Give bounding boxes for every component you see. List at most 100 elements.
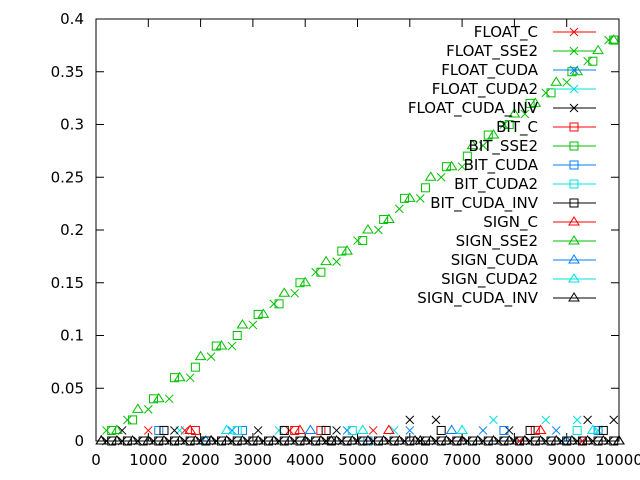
data-point xyxy=(142,435,155,445)
data-point xyxy=(184,424,197,434)
data-point xyxy=(259,436,268,446)
data-point xyxy=(353,436,362,446)
data-point xyxy=(489,415,498,425)
data-point xyxy=(597,435,610,445)
x-tick-label: 8000 xyxy=(495,451,533,469)
data-point xyxy=(279,436,289,446)
data-point xyxy=(236,435,249,445)
data-point xyxy=(613,435,625,445)
data-point xyxy=(572,425,582,435)
x-tick-label: 3000 xyxy=(234,451,272,469)
data-point xyxy=(362,224,374,234)
data-point xyxy=(546,436,556,446)
data-point xyxy=(572,436,582,446)
data-point xyxy=(530,425,540,435)
data-point xyxy=(572,415,582,425)
data-point xyxy=(546,88,556,98)
legend-label: SIGN_CUDA2 xyxy=(441,270,538,289)
data-point xyxy=(436,436,446,446)
data-point xyxy=(236,319,249,329)
series-bit-cuda xyxy=(154,425,603,446)
y-tick-label: 0.2 xyxy=(60,221,84,239)
legend-marker xyxy=(568,216,580,226)
data-point xyxy=(290,436,300,446)
data-point xyxy=(232,331,242,340)
legend-label: SIGN_SSE2 xyxy=(456,232,538,251)
data-point xyxy=(483,130,493,140)
data-point xyxy=(436,425,446,435)
data-point xyxy=(290,425,300,435)
data-point xyxy=(173,435,186,445)
legend-label: SIGN_CUDA_INV xyxy=(417,289,538,308)
data-point xyxy=(283,435,296,445)
data-point xyxy=(508,108,521,118)
data-point xyxy=(541,415,551,425)
data-point xyxy=(248,436,258,446)
data-point xyxy=(525,98,535,108)
data-point xyxy=(185,373,195,383)
legend-label: FLOAT_CUDA2 xyxy=(432,80,538,99)
data-point xyxy=(294,424,306,434)
data-point xyxy=(152,392,165,403)
data-point xyxy=(447,436,456,446)
data-point xyxy=(138,436,148,446)
data-point xyxy=(499,425,509,435)
data-point xyxy=(237,425,247,435)
data-point xyxy=(503,435,516,445)
legend-marker xyxy=(568,254,580,264)
data-point xyxy=(154,425,164,435)
data-point xyxy=(607,34,620,44)
data-point xyxy=(253,309,263,319)
data-point xyxy=(520,109,530,119)
data-point xyxy=(304,424,317,434)
data-point xyxy=(468,436,478,446)
y-tick-label: 0.15 xyxy=(51,274,84,292)
data-point xyxy=(415,436,425,446)
data-point xyxy=(278,287,291,297)
x-tick-label: 9000 xyxy=(548,451,586,469)
data-point xyxy=(149,394,159,404)
legend-label: SIGN_C xyxy=(483,213,538,232)
data-point xyxy=(420,183,430,193)
data-point xyxy=(550,76,563,86)
data-point xyxy=(220,424,233,434)
series-bit-sse2 xyxy=(107,35,619,435)
data-point xyxy=(190,362,200,372)
legend-label: FLOAT_CUDA_INV xyxy=(408,99,539,118)
data-point xyxy=(311,436,321,446)
legend-label: BIT_C xyxy=(496,118,538,137)
data-point xyxy=(274,299,284,309)
data-point xyxy=(299,435,312,445)
data-point xyxy=(290,288,300,298)
data-point xyxy=(466,139,479,150)
x-tick-label: 2000 xyxy=(182,451,220,469)
data-point xyxy=(158,435,170,445)
data-point xyxy=(149,436,158,446)
data-point xyxy=(588,56,598,66)
data-point xyxy=(431,436,441,446)
data-point xyxy=(362,435,374,445)
data-point xyxy=(169,436,179,446)
y-tick-label: 0.3 xyxy=(60,116,84,134)
legend-marker xyxy=(569,103,579,113)
data-point xyxy=(518,435,531,445)
data-point xyxy=(170,426,179,435)
y-tick-label: 0.05 xyxy=(51,379,84,397)
data-point xyxy=(316,267,326,277)
data-point xyxy=(400,193,410,203)
data-point xyxy=(525,425,535,435)
legend-marker xyxy=(569,65,579,75)
data-point xyxy=(111,424,123,434)
legend-marker xyxy=(569,84,579,94)
data-point xyxy=(164,394,174,404)
data-point xyxy=(217,436,227,446)
series-sign-sse2 xyxy=(111,34,620,434)
data-point xyxy=(405,415,415,425)
legend-marker xyxy=(569,122,579,132)
data-point xyxy=(211,341,221,351)
legend-label: FLOAT_CUDA xyxy=(441,61,538,80)
data-point xyxy=(557,436,566,446)
legend-label: FLOAT_C xyxy=(474,23,538,42)
data-point xyxy=(368,426,378,435)
data-point xyxy=(598,425,608,435)
